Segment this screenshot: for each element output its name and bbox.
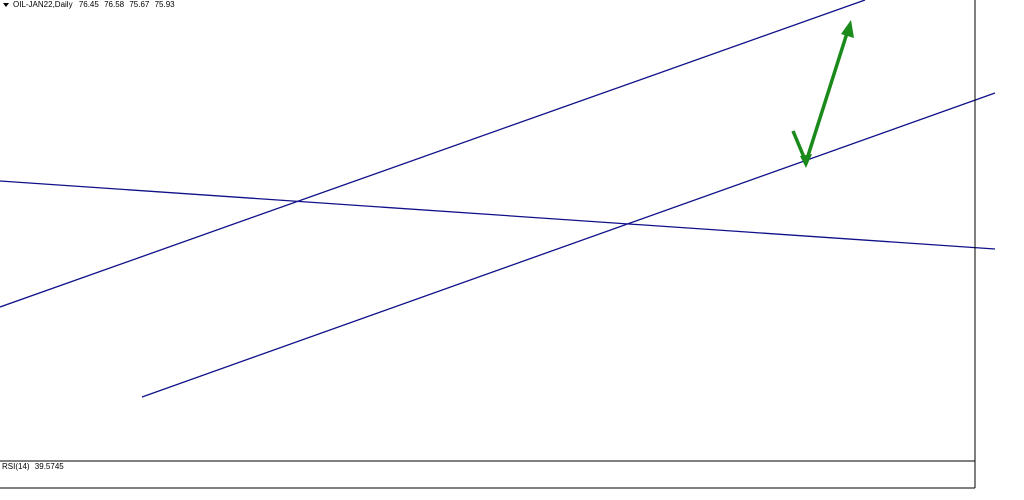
descending-line [0, 180, 996, 250]
channel-lower [141, 92, 996, 398]
rsi-header: RSI(14) 39.5745 [2, 462, 64, 471]
header-high: 76.58 [104, 0, 125, 9]
channel-upper [0, 0, 866, 308]
trend-lines [0, 0, 996, 398]
arrow-head-down [800, 154, 812, 168]
header-close: 75.93 [155, 0, 176, 9]
symbol: OIL-JAN22,Daily [13, 0, 73, 9]
header-low: 75.67 [129, 0, 150, 9]
rsi-name: RSI(14) [2, 462, 30, 471]
arrow-head-up [841, 20, 854, 38]
chart-header: OIL-JAN22,Daily 76.45 76.58 75.67 75.93 [13, 0, 175, 9]
header-icon [3, 3, 9, 7]
rsi-last: 39.5745 [35, 462, 64, 471]
header-open: 76.45 [79, 0, 100, 9]
forecast-arrow [791, 20, 854, 168]
